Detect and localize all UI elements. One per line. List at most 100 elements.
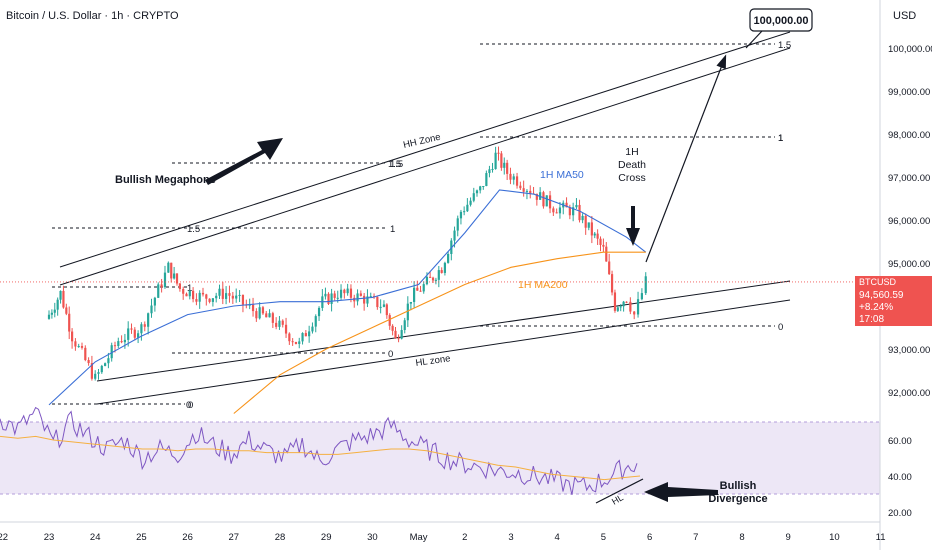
death-cross-label: Death <box>618 159 646 171</box>
price-tag: 94,560.59 <box>855 289 932 302</box>
candle-body <box>198 292 201 302</box>
candle-body <box>385 304 388 316</box>
candle-body <box>68 313 71 332</box>
candle-body <box>160 284 163 288</box>
candle-body <box>205 294 208 299</box>
fib-level-label: 0 <box>186 400 191 411</box>
candle-body <box>265 313 268 318</box>
target-label: 100,000.00 <box>753 15 808 27</box>
candle-body <box>466 204 469 212</box>
candle-body <box>413 287 416 302</box>
candle-body <box>548 195 552 209</box>
candle-body <box>578 204 581 221</box>
fib-level-label: 1 <box>187 283 192 294</box>
candle-body <box>437 270 440 280</box>
divergence-label: Bullish <box>720 480 757 492</box>
candle-body <box>349 288 353 298</box>
price-tick-label: 92,000.00 <box>888 388 930 399</box>
candle-body <box>314 316 317 327</box>
candle-body <box>425 276 429 285</box>
candle-body <box>178 283 181 289</box>
time-tick-label: 7 <box>693 532 698 543</box>
rsi-tick-label: 20.00 <box>888 508 912 519</box>
rsi-line <box>0 406 638 495</box>
candle-body <box>330 293 333 304</box>
time-tick-label: 25 <box>136 532 147 543</box>
candle-body <box>431 277 435 281</box>
candle-body <box>479 186 482 191</box>
candles <box>47 146 647 381</box>
fib-level-label: 1.5 <box>187 224 200 235</box>
candle-body <box>394 330 397 339</box>
candle-body <box>182 288 185 294</box>
candle-body <box>447 253 450 263</box>
projection-arrowhead <box>716 54 727 70</box>
candle-body <box>575 204 578 208</box>
candle-body <box>339 289 343 298</box>
fib-level-label: 1 <box>778 133 783 144</box>
time-tick-label: 4 <box>555 532 560 543</box>
time-tick-label: 3 <box>508 532 513 543</box>
megaphone-line-4 <box>96 299 791 405</box>
candle-body <box>525 190 529 192</box>
candle-body <box>522 188 525 192</box>
candle-body <box>225 293 228 299</box>
time-tick-label: 9 <box>786 532 791 543</box>
candle-body <box>231 295 234 299</box>
candle-body <box>535 193 538 200</box>
candle-body <box>416 287 419 291</box>
candle-body <box>542 192 545 207</box>
candle-body <box>107 358 110 364</box>
candle-body <box>359 293 362 296</box>
fib-level-label: 1.5 <box>390 159 403 170</box>
candle-body <box>201 292 205 295</box>
time-tick-label: 2 <box>462 532 467 543</box>
candle-body <box>584 215 587 228</box>
candle-body <box>596 233 599 239</box>
fib-level-label: 1.5 <box>778 40 791 51</box>
candle-body <box>87 360 90 364</box>
candle-body <box>317 307 321 317</box>
candle-body <box>581 215 584 221</box>
candle-body <box>488 169 491 174</box>
time-tick-label: May <box>410 532 428 543</box>
candle-body <box>379 306 382 308</box>
time-tick-label: 8 <box>739 532 744 543</box>
candle-body <box>120 341 123 343</box>
candle-body <box>137 333 140 338</box>
candle-body <box>422 284 425 292</box>
candle-body <box>472 193 475 201</box>
ma200-line <box>233 251 646 414</box>
candle-body <box>261 307 265 314</box>
candle-body <box>143 324 146 327</box>
candle-body <box>443 262 447 273</box>
candle-body <box>500 153 503 168</box>
candle-body <box>271 313 274 323</box>
rsi-tick-label: 40.00 <box>888 472 912 483</box>
megaphone-arrow <box>205 138 283 185</box>
moving-averages <box>48 189 647 414</box>
candle-body <box>640 293 643 300</box>
candle-body <box>104 363 107 366</box>
candle-body <box>268 313 271 318</box>
candle-body <box>153 297 156 306</box>
candle-body <box>434 279 438 281</box>
candle-body <box>497 152 500 154</box>
candle-body <box>288 333 291 342</box>
candle-body <box>62 290 65 308</box>
candle-body <box>545 195 548 207</box>
candle-body <box>555 212 558 214</box>
candle-body <box>633 311 636 315</box>
candle-body <box>235 295 238 299</box>
candle-body <box>94 373 97 379</box>
candle-body <box>475 190 479 194</box>
candle-body <box>587 222 590 228</box>
candle-body <box>336 297 339 299</box>
ma200-label: 1H MA200 <box>518 279 568 291</box>
candle-body <box>308 331 311 337</box>
megaphone-line-1 <box>59 31 791 268</box>
death-cross-label: Cross <box>618 172 645 184</box>
candle-body <box>509 173 512 180</box>
